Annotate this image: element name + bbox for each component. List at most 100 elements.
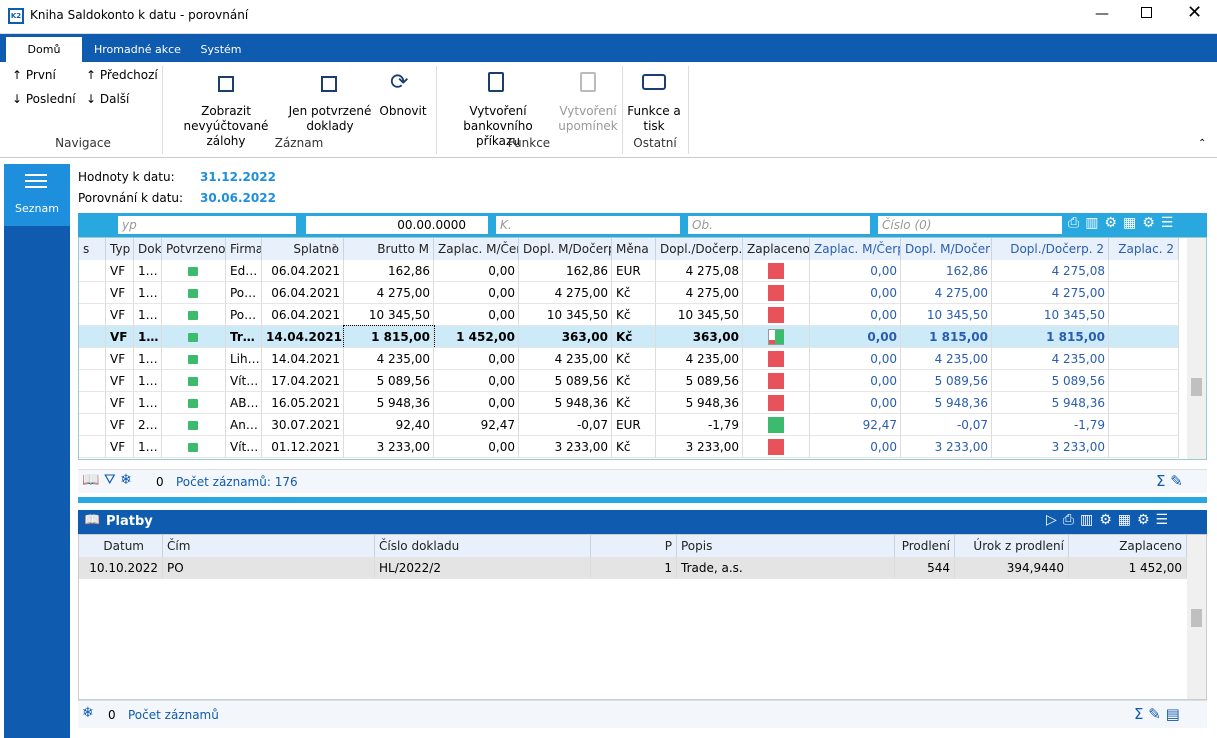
column-header[interactable]: s [79, 238, 106, 260]
table-row[interactable] [79, 557, 1187, 579]
column-header[interactable]: Firma [226, 238, 262, 260]
tab[interactable]: Domů [6, 37, 82, 62]
cell-text: HL/2022/2 [375, 557, 591, 579]
column-header[interactable]: Zaplac. M/Čer [434, 238, 519, 260]
grid-cell [743, 304, 810, 326]
grid-cell [226, 348, 262, 370]
column-header[interactable]: Splatno [262, 238, 344, 260]
minimize[interactable]: — [1095, 6, 1109, 22]
column-header[interactable]: Dopl./Dočerp. 2 [992, 238, 1109, 260]
grid-cell [434, 326, 519, 348]
ribbon-button[interactable]: ↓ Poslední [12, 92, 76, 106]
cell-text: VF [110, 330, 128, 344]
cell-text: 3 233,00 [1051, 440, 1105, 454]
column-header[interactable]: Úrok z prodlení [955, 535, 1069, 557]
ribbon-button[interactable]: ↓ Další [86, 92, 130, 106]
table-row[interactable] [79, 414, 1179, 436]
filter-input[interactable]: K. [496, 216, 680, 234]
table-row[interactable] [79, 326, 1179, 348]
column-header[interactable]: Čím [163, 535, 375, 557]
cell-text: Kč [616, 440, 631, 454]
group-label: Funkce [507, 136, 551, 150]
filter-input[interactable]: 00.00.0000 [306, 216, 488, 234]
grid-cell [344, 282, 434, 304]
tab[interactable]: Hromadné akce [94, 43, 181, 56]
ribbon-button[interactable]: Jen potvrzené doklady [288, 104, 372, 133]
column-header[interactable]: Popis [677, 535, 895, 557]
column-header[interactable]: Zaplac. 2 [1109, 238, 1179, 260]
sidebar-item[interactable]: Seznam [4, 164, 70, 226]
grid-cell [901, 392, 992, 414]
scroll-thumb [1191, 609, 1202, 627]
grid-cell [262, 436, 344, 458]
grid-cell [1109, 260, 1179, 282]
ribbon-button[interactable]: ↑ Předchozí [86, 68, 158, 82]
grid-cell [226, 304, 262, 326]
column-header[interactable]: Číslo dokladu [375, 535, 591, 557]
cell-text: 3 233,00 [685, 440, 739, 454]
count-icon-value: 0 [156, 475, 164, 489]
grid-cell [612, 282, 656, 304]
cell-text: 5 089,56 [376, 374, 430, 388]
column-header[interactable]: Zaplac. M/Čerp [810, 238, 901, 260]
column-header[interactable]: Zaplaceno [1069, 535, 1187, 557]
column-header[interactable]: Prodlení [895, 535, 955, 557]
cell-text: 4 235,00 [685, 352, 739, 366]
status-icons-right[interactable]: Σ ✎ [1156, 472, 1183, 490]
grid-cell [992, 282, 1109, 304]
grid-cell [344, 370, 434, 392]
cell-text: 0,00 [488, 286, 515, 300]
cell-text: 5 089,56 [1051, 374, 1105, 388]
ribbon-button[interactable]: Zobrazit nevyúčtované zálohy [183, 104, 269, 148]
table-row[interactable] [79, 348, 1179, 370]
grid-cell [612, 392, 656, 414]
column-header[interactable]: P [591, 535, 677, 557]
column-header[interactable]: Zaplaceno [743, 238, 810, 260]
ribbon-button[interactable]: ↑ První [12, 68, 56, 82]
table-row[interactable] [79, 392, 1179, 414]
status-icons-right[interactable]: Σ ✎ ▤ [1134, 705, 1180, 723]
column-header[interactable]: Dopl./Dočerp. [656, 238, 743, 260]
close[interactable]: ✕ [1187, 2, 1203, 23]
filter-input[interactable]: yp [118, 216, 296, 234]
status-icons[interactable]: 📖 ⛛ ❄ [82, 472, 132, 488]
cell-text: EUR [616, 418, 641, 432]
table-row[interactable] [79, 436, 1179, 458]
collapse[interactable]: ⌃ [1198, 138, 1207, 149]
cell-text: PO [163, 557, 375, 579]
ribbon-button[interactable]: Obnovit [379, 104, 427, 118]
column-header[interactable]: Typ [106, 238, 134, 260]
cell-text: -0,07 [956, 418, 988, 432]
ribbon-button[interactable]: Funkce a tisk [627, 104, 681, 133]
status-icon[interactable]: ❄ [82, 705, 94, 721]
grid-cell [992, 392, 1109, 414]
filter-input[interactable]: Ob. [688, 216, 870, 234]
column-header[interactable]: Měna [612, 238, 656, 260]
column-header[interactable]: Datum [79, 535, 163, 557]
column-header[interactable]: Brutto M [344, 238, 434, 260]
column-header[interactable]: Dokl [134, 238, 162, 260]
cell-text: Vít… [230, 374, 259, 388]
table-row[interactable] [79, 370, 1179, 392]
grid-cell [134, 370, 162, 392]
table-row[interactable] [79, 304, 1179, 326]
column-header[interactable]: Dopl. M/Dočerp [901, 238, 992, 260]
table-row[interactable] [79, 260, 1179, 282]
tab[interactable]: Systém [200, 43, 242, 56]
ribbon-button[interactable]: Vytvoření bankovního příkazu [463, 104, 533, 148]
grid-cell [134, 436, 162, 458]
grid-cell [226, 392, 262, 414]
cell-text: Ed… [230, 264, 258, 278]
grid-cell [106, 370, 134, 392]
column-header[interactable]: Dopl. M/Dočerp [519, 238, 612, 260]
cell-text: 10 345,50 [926, 308, 988, 322]
table-row[interactable] [79, 282, 1179, 304]
maximize[interactable] [1141, 7, 1152, 18]
filter-input[interactable]: Číslo (0) [878, 216, 1062, 234]
toolbar-icons[interactable]: ▷⎙▥⚙▦⚙☰ [1046, 512, 1175, 528]
grid-cell [434, 436, 519, 458]
toolbar-icons[interactable]: ⎙▥⚙▦⚙☰ [1068, 215, 1180, 231]
cell-text: 1… [138, 330, 159, 344]
column-header[interactable]: Potvrzeno [162, 238, 226, 260]
